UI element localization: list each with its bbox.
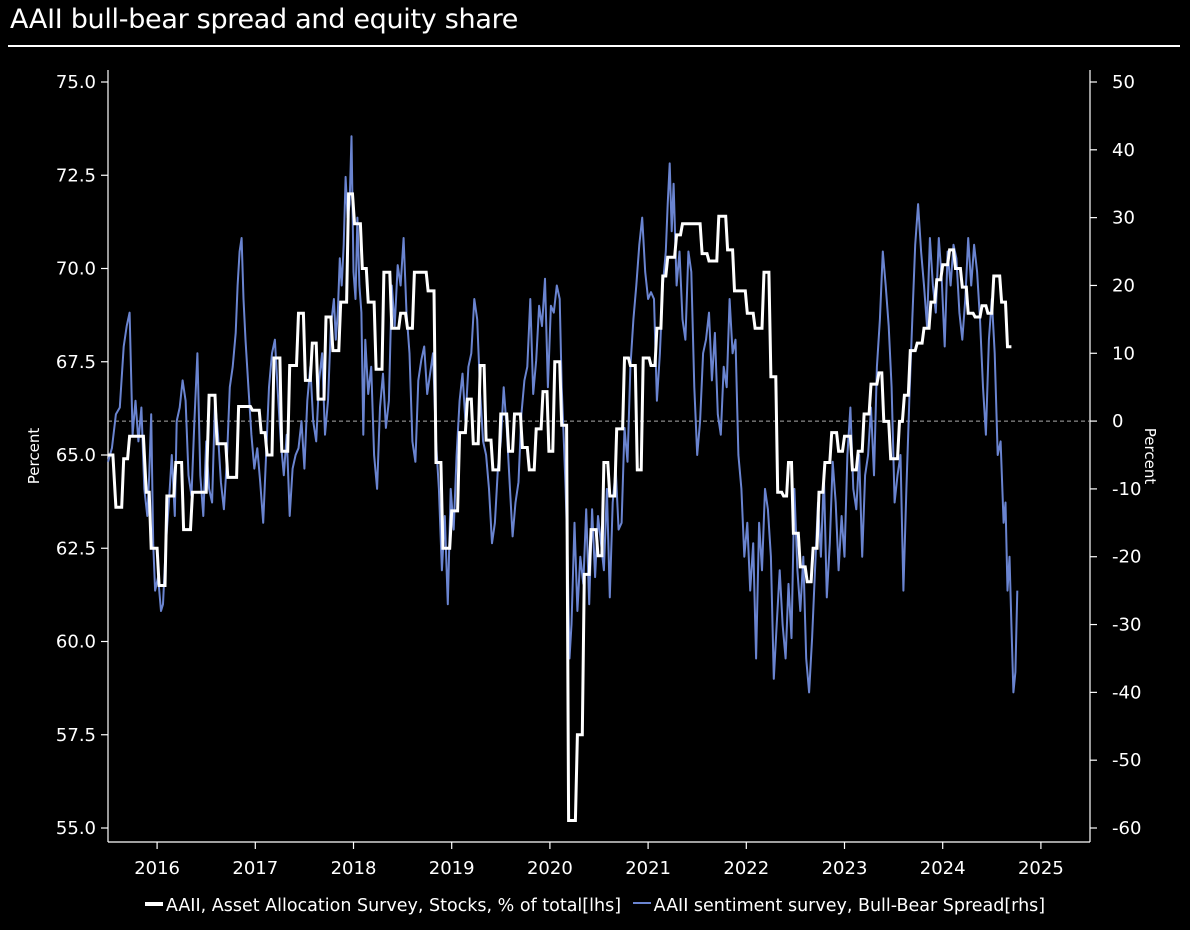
- legend: AAII, Asset Allocation Survey, Stocks, %…: [0, 896, 1190, 916]
- y-right-tick-label: 30: [1112, 208, 1135, 229]
- y-right-tick-label: 40: [1112, 140, 1135, 161]
- x-tick-label: 2023: [822, 858, 868, 879]
- x-tick-label: 2022: [723, 858, 769, 879]
- legend-label-stocks: AAII, Asset Allocation Survey, Stocks, %…: [165, 896, 622, 916]
- y-right-tick-label: 0: [1112, 411, 1123, 432]
- y-right-tick-label: -40: [1112, 682, 1141, 703]
- y-right-tick-label: -30: [1112, 615, 1141, 636]
- x-tick-label: 2020: [527, 858, 573, 879]
- x-tick-label: 2024: [920, 858, 966, 879]
- series-line-bull-bear-spread: [107, 135, 1019, 694]
- y-left-tick-label: 65.0: [56, 445, 96, 466]
- y-left-tick-label: 60.0: [56, 632, 96, 653]
- series-line-stocks-allocation: [108, 192, 1012, 822]
- title-divider: [8, 45, 1180, 47]
- series-layer: [107, 135, 1019, 822]
- y-right-tick-label: -10: [1112, 479, 1141, 500]
- y-right-tick-label: 50: [1112, 72, 1135, 93]
- legend-swatch-spread: [632, 902, 651, 904]
- y-left-tick-label: 55.0: [56, 818, 96, 839]
- x-tick-label: 2025: [1018, 858, 1064, 879]
- y-right-tick-label: -20: [1112, 547, 1141, 568]
- y-left-tick-label: 57.5: [56, 725, 96, 746]
- legend-item-stocks: AAII, Asset Allocation Survey, Stocks, %…: [144, 896, 622, 916]
- y-left-tick-label: 72.5: [56, 165, 96, 186]
- y-left-tick-label: 67.5: [56, 352, 96, 373]
- y-right-tick-label: -50: [1112, 750, 1141, 771]
- y-axis-left-label: Percent: [25, 428, 43, 485]
- y-axis-right-label: Percent: [1141, 428, 1159, 485]
- y-left-tick-label: 70.0: [56, 259, 96, 280]
- x-tick-label: 2017: [232, 858, 278, 879]
- legend-swatch-stocks: [144, 902, 163, 906]
- legend-label-spread: AAII sentiment survey, Bull-Bear Spread[…: [653, 896, 1046, 916]
- y-left-tick-label: 75.0: [56, 72, 96, 93]
- y-right-tick-label: 10: [1112, 343, 1135, 364]
- x-tick-label: 2019: [429, 858, 475, 879]
- legend-item-spread: AAII sentiment survey, Bull-Bear Spread[…: [632, 896, 1046, 916]
- x-tick-label: 2018: [331, 858, 377, 879]
- x-tick-label: 2021: [625, 858, 671, 879]
- y-right-tick-label: -60: [1112, 818, 1141, 839]
- axes-layer: 75.0 72.5 70.0 67.5 65.0 62.5 60.0 57.5 55.0 50 40…: [56, 70, 1141, 879]
- chart-area: 75.0 72.5 70.0 67.5 65.0 62.5 60.0 57.5 55.0 50 40…: [25, 70, 1159, 879]
- y-right-tick-label: 20: [1112, 275, 1135, 296]
- chart-title: AAII bull-bear spread and equity share: [10, 4, 519, 35]
- x-tick-label: 2016: [134, 858, 180, 879]
- y-left-tick-label: 62.5: [56, 538, 96, 559]
